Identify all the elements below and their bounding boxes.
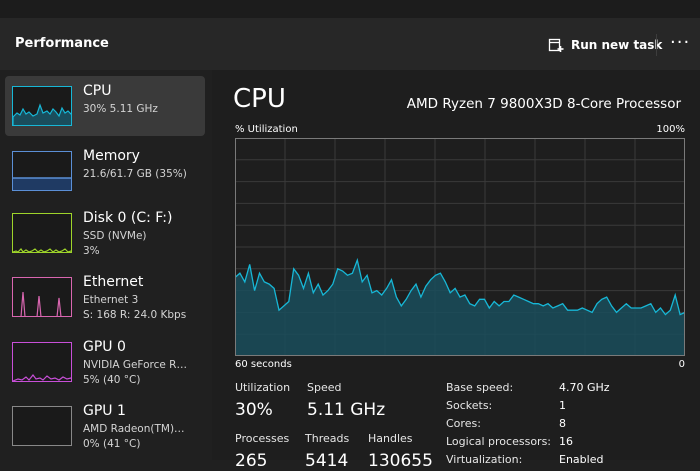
processes-label: Processes xyxy=(235,432,290,445)
page-title: Performance xyxy=(15,36,109,51)
sidebar-item-memory[interactable]: Memory 21.6/61.7 GB (35%) xyxy=(5,141,205,201)
sidebar-item-usage: 5% (40 °C) xyxy=(83,374,141,386)
sidebar-item-detail: NVIDIA GeForce R… xyxy=(83,359,187,371)
sidebar-item-usage: 3% xyxy=(83,245,100,257)
utilization-max-label: 100% xyxy=(656,124,685,135)
speed-value: 5.11 GHz xyxy=(307,400,386,420)
memory-thumbnail-graph xyxy=(12,151,72,191)
logical-processors-value: 16 xyxy=(559,435,573,448)
sidebar-item-gpu-0[interactable]: GPU 0 NVIDIA GeForce R… 5% (40 °C) xyxy=(5,332,205,392)
detail-title: CPU xyxy=(233,84,286,114)
page-header: Performance Run new task ··· xyxy=(0,18,700,70)
run-task-label: Run new task xyxy=(571,38,663,52)
more-options-icon[interactable]: ··· xyxy=(670,32,691,53)
window-title-strip xyxy=(0,0,700,18)
sidebar-item-name: GPU 1 xyxy=(83,403,126,419)
sidebar-item-detail: 21.6/61.7 GB (35%) xyxy=(83,168,187,180)
header-divider xyxy=(656,34,657,56)
utilization-label: Utilization xyxy=(235,381,291,394)
base-speed-label: Base speed: xyxy=(446,381,514,394)
disk-thumbnail-graph xyxy=(12,213,72,253)
utilization-area xyxy=(235,260,685,356)
run-new-task-button[interactable]: Run new task xyxy=(548,34,662,56)
sidebar-item-name: GPU 0 xyxy=(83,339,126,355)
sidebar-item-name: CPU xyxy=(83,83,112,99)
sidebar-item-name: Ethernet xyxy=(83,274,144,290)
sidebar-item-name: Memory xyxy=(83,148,140,164)
utilization-axis-label: % Utilization xyxy=(235,124,298,135)
sidebar-item-usage: 0% (41 °C) xyxy=(83,438,141,450)
run-task-icon xyxy=(548,37,564,53)
cores-label: Cores: xyxy=(446,417,481,430)
cpu-detail-panel: CPU AMD Ryzen 7 9800X3D 8-Core Processor… xyxy=(212,70,700,471)
utilization-line xyxy=(235,257,685,316)
threads-value: 5414 xyxy=(305,451,349,471)
gpu-1-thumbnail-graph xyxy=(12,406,72,446)
handles-label: Handles xyxy=(368,432,413,445)
sidebar-item-detail: Ethernet 3 xyxy=(83,294,139,306)
sockets-value: 1 xyxy=(559,399,566,412)
cpu-utilization-graph xyxy=(235,138,685,356)
sidebar-item-detail: AMD Radeon(TM)… xyxy=(83,423,185,435)
sidebar-item-disk-0[interactable]: Disk 0 (C: F:) SSD (NVMe) 3% xyxy=(5,203,205,263)
processes-value: 265 xyxy=(235,451,268,471)
speed-label: Speed xyxy=(307,381,342,394)
logical-processors-label: Logical processors: xyxy=(446,435,552,448)
sidebar-item-detail: 30% 5.11 GHz xyxy=(83,103,158,115)
utilization-value: 30% xyxy=(235,400,273,420)
sidebar-item-ethernet[interactable]: Ethernet Ethernet 3 S: 168 R: 24.0 Kbps xyxy=(5,267,205,327)
sidebar-item-cpu[interactable]: CPU 30% 5.11 GHz xyxy=(5,76,205,136)
base-speed-value: 4.70 GHz xyxy=(559,381,610,394)
time-axis-start-label: 60 seconds xyxy=(235,359,292,370)
cpu-thumbnail-graph xyxy=(12,86,72,126)
ethernet-thumbnail-graph xyxy=(12,277,72,317)
gpu-0-thumbnail-graph xyxy=(12,342,72,382)
cores-value: 8 xyxy=(559,417,566,430)
sidebar-item-throughput: S: 168 R: 24.0 Kbps xyxy=(83,309,187,321)
sidebar: CPU 30% 5.11 GHz Memory 21.6/61.7 GB (35… xyxy=(0,70,212,460)
time-axis-end-label: 0 xyxy=(678,359,685,370)
sidebar-item-name: Disk 0 (C: F:) xyxy=(83,210,173,226)
cpu-model-name: AMD Ryzen 7 9800X3D 8-Core Processor xyxy=(406,96,681,112)
sockets-label: Sockets: xyxy=(446,399,493,412)
graph-border xyxy=(235,138,685,356)
sidebar-item-detail: SSD (NVMe) xyxy=(83,230,147,242)
handles-value: 130655 xyxy=(368,451,433,471)
threads-label: Threads xyxy=(305,432,350,445)
sidebar-item-gpu-1[interactable]: GPU 1 AMD Radeon(TM)… 0% (41 °C) xyxy=(5,396,205,456)
